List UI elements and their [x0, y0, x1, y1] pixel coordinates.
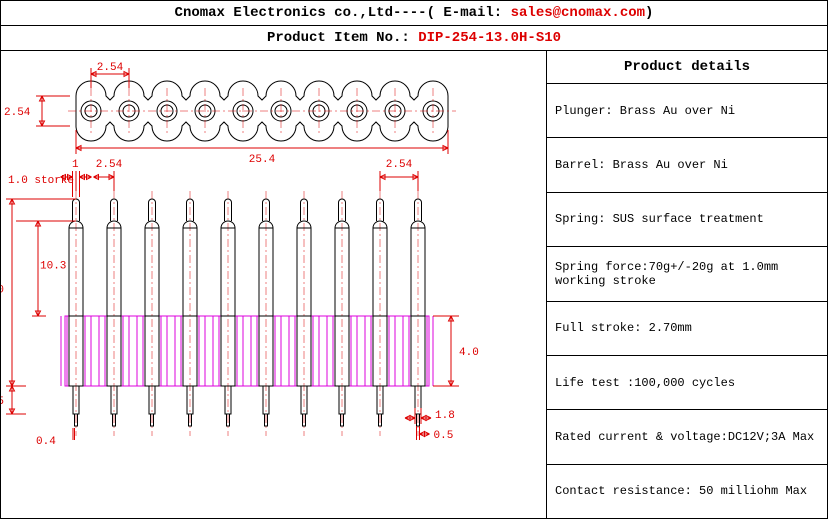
svg-text:10.3: 10.3	[40, 261, 66, 273]
svg-text:1.75: 1.75	[1, 396, 4, 408]
svg-text:13.0: 13.0	[1, 285, 4, 297]
technical-drawing: 2.542.5425.41.0 storke12.542.5413.010.34…	[1, 51, 547, 518]
company-header: Cnomax Electronics co.,Ltd----( E-mail: …	[1, 1, 827, 26]
svg-text:2.54: 2.54	[97, 62, 124, 74]
item-label: Product Item No.:	[267, 30, 418, 46]
details-title: Product details	[547, 51, 827, 84]
svg-text:25.4: 25.4	[249, 154, 276, 166]
detail-row: Barrel: Brass Au over Ni	[547, 138, 827, 192]
svg-text:1.8: 1.8	[435, 410, 455, 422]
item-header: Product Item No.: DIP-254-13.0H-S10	[1, 26, 827, 51]
svg-text:2.54: 2.54	[96, 159, 123, 171]
svg-text:0.5: 0.5	[434, 430, 454, 442]
company-email: sales@cnomax.com	[511, 5, 645, 21]
detail-row: Full stroke: 2.70mm	[547, 302, 827, 356]
detail-row: Spring force:70g+/-20g at 1.0mm working …	[547, 247, 827, 301]
svg-text:4.0: 4.0	[459, 347, 479, 359]
detail-row: Rated current & voltage:DC12V;3A Max	[547, 410, 827, 464]
detail-row: Plunger: Brass Au over Ni	[547, 84, 827, 138]
item-value: DIP-254-13.0H-S10	[418, 30, 561, 46]
svg-text:0.4: 0.4	[36, 436, 56, 448]
details-panel: Product details Plunger: Brass Au over N…	[547, 51, 827, 518]
company-name: Cnomax Electronics co.,Ltd----( E-mail:	[175, 5, 511, 21]
detail-row: Life test :100,000 cycles	[547, 356, 827, 410]
detail-row: Contact resistance: 50 milliohm Max	[547, 465, 827, 518]
company-close: )	[645, 5, 653, 21]
detail-row: Spring: SUS surface treatment	[547, 193, 827, 247]
svg-text:2.54: 2.54	[386, 159, 413, 171]
svg-text:1: 1	[72, 159, 79, 171]
svg-text:2.54: 2.54	[4, 107, 31, 119]
